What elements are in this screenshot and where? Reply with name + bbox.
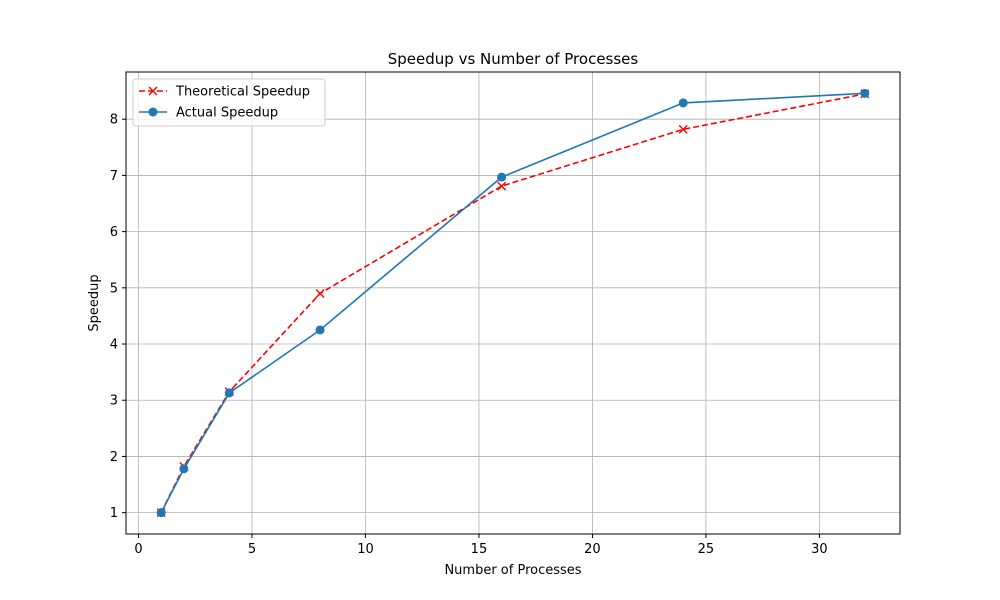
x-axis-label: Number of Processes <box>444 563 581 578</box>
data-point <box>678 98 688 108</box>
y-tick-label: 3 <box>110 394 118 409</box>
series-layer <box>156 88 870 518</box>
data-point <box>497 181 507 191</box>
data-point <box>156 508 166 518</box>
y-tick-label: 7 <box>110 169 118 184</box>
data-point <box>315 325 325 335</box>
x-tick-label: 10 <box>357 542 374 557</box>
series-actual <box>156 88 870 518</box>
legend-box <box>132 78 326 127</box>
legend-item: Actual Speedup <box>139 106 278 121</box>
ticks: 0 5 10 15 20 25 30 1 2 3 4 5 6 7 8 <box>110 113 828 557</box>
legend-label: Theoretical Speedup <box>175 85 310 100</box>
x-tick-label: 30 <box>811 542 828 557</box>
y-tick-label: 5 <box>110 281 118 296</box>
data-point <box>678 124 688 134</box>
y-tick-label: 2 <box>110 450 118 465</box>
y-tick-label: 6 <box>110 225 118 240</box>
x-tick-label: 0 <box>134 542 142 557</box>
chart-title: Speedup vs Number of Processes <box>388 50 639 68</box>
x-tick-label: 15 <box>471 542 488 557</box>
grid <box>126 72 900 534</box>
plot-frame <box>125 71 901 535</box>
data-point <box>497 172 507 182</box>
y-tick-label: 8 <box>110 113 118 128</box>
legend-label: Actual Speedup <box>176 106 278 121</box>
y-tick-label: 1 <box>110 506 118 521</box>
legend-marker <box>148 86 158 96</box>
data-point <box>860 88 870 98</box>
legend-marker <box>148 107 158 117</box>
legend: Theoretical Speedup Actual Speedup <box>132 78 326 127</box>
data-point <box>179 464 189 474</box>
y-tick-label: 4 <box>110 338 118 353</box>
legend-item: Theoretical Speedup <box>139 85 310 100</box>
x-tick-label: 25 <box>698 542 715 557</box>
x-tick-label: 20 <box>584 542 601 557</box>
data-point <box>315 288 325 298</box>
x-tick-label: 5 <box>248 542 256 557</box>
data-point <box>224 388 234 398</box>
y-axis-label: Speedup <box>87 274 102 331</box>
